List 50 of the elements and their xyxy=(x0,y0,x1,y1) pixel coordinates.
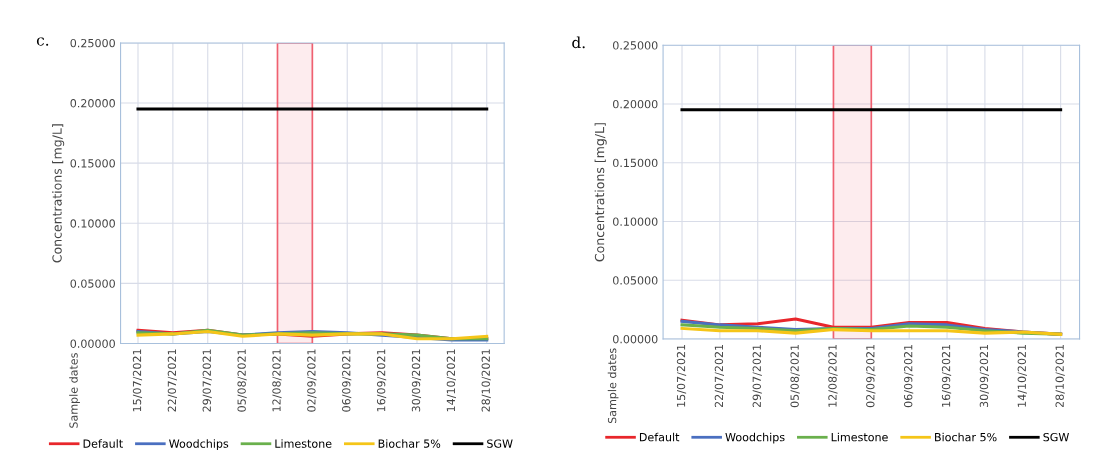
legend-label: Woodchips xyxy=(725,432,785,444)
x-tick-label: 05/08/2021 xyxy=(237,349,247,412)
x-tick-label: 16/09/2021 xyxy=(941,344,952,407)
legend-label: SGW xyxy=(487,439,513,448)
x-tick-label: 02/09/2021 xyxy=(307,349,317,412)
y-tick-label: 0.15000 xyxy=(70,159,115,168)
y-tick-label: 0.20000 xyxy=(70,99,115,108)
y-tick-label: 0.05000 xyxy=(613,276,658,285)
y-tick-label: 0.10000 xyxy=(613,217,658,226)
x-tick-label: 05/08/2021 xyxy=(790,344,800,408)
legend-label: Biochar 5% xyxy=(378,439,441,448)
chart-title: c. xyxy=(36,37,49,46)
y-tick-label: 0.25000 xyxy=(613,41,658,50)
legend-label: SGW xyxy=(1043,432,1069,442)
x-tick-label: 14/10/2021 xyxy=(446,349,456,412)
y-tick-label: 0.10000 xyxy=(70,219,115,228)
x-tick-label: 16/09/2021 xyxy=(376,349,387,412)
y-tick-label: 0.05000 xyxy=(70,279,115,288)
x-tick-label: 28/10/2021 xyxy=(1055,344,1065,408)
y-axis-title: Concentrations [mg/L] xyxy=(52,124,65,263)
x-tick-label: 28/10/2021 xyxy=(481,349,491,412)
x-tick-label: 06/09/2021 xyxy=(904,344,914,408)
x-tick-label: 29/07/2021 xyxy=(752,344,762,408)
legend-label: Biochar 5% xyxy=(935,432,997,442)
legend-label: Limestone xyxy=(275,439,332,448)
x-tick-label: 12/08/2021 xyxy=(272,349,282,412)
x-tick-label: 12/08/2021 xyxy=(828,344,838,407)
legend-label: Limestone xyxy=(831,432,888,442)
text: Sample dates xyxy=(607,348,619,424)
y-tick-label: 0.00000 xyxy=(613,334,658,344)
legend-label: Default xyxy=(639,432,680,442)
x-tick-label: 02/09/2021 xyxy=(866,344,876,408)
y-tick-label: 0.20000 xyxy=(613,99,658,109)
x-tick-label: 22/07/2021 xyxy=(714,344,724,408)
legend-label: Woodchips xyxy=(169,439,229,450)
x-tick-label: 22/07/2021 xyxy=(167,349,177,412)
y-tick-label: 0.25000 xyxy=(70,38,115,48)
x-tick-label: 15/07/2021 xyxy=(132,349,143,412)
x-tick-label: 30/09/2021 xyxy=(979,344,989,408)
y-tick-label: 0.00000 xyxy=(70,339,115,348)
legend-label: Default xyxy=(83,439,123,448)
text: Sample dates xyxy=(69,353,80,428)
x-tick-label: 14/10/2021 xyxy=(1017,344,1027,407)
x-tick-label: 15/07/2021 xyxy=(676,344,687,407)
x-tick-label: 06/09/2021 xyxy=(342,349,352,412)
y-axis-title: Concentrations [mg/L] xyxy=(594,123,607,262)
x-tick-label: 30/09/2021 xyxy=(411,349,422,412)
y-tick-label: 0.15000 xyxy=(613,158,658,168)
x-tick-label: 29/07/2021 xyxy=(202,349,212,412)
chart-title: d. xyxy=(572,36,585,49)
